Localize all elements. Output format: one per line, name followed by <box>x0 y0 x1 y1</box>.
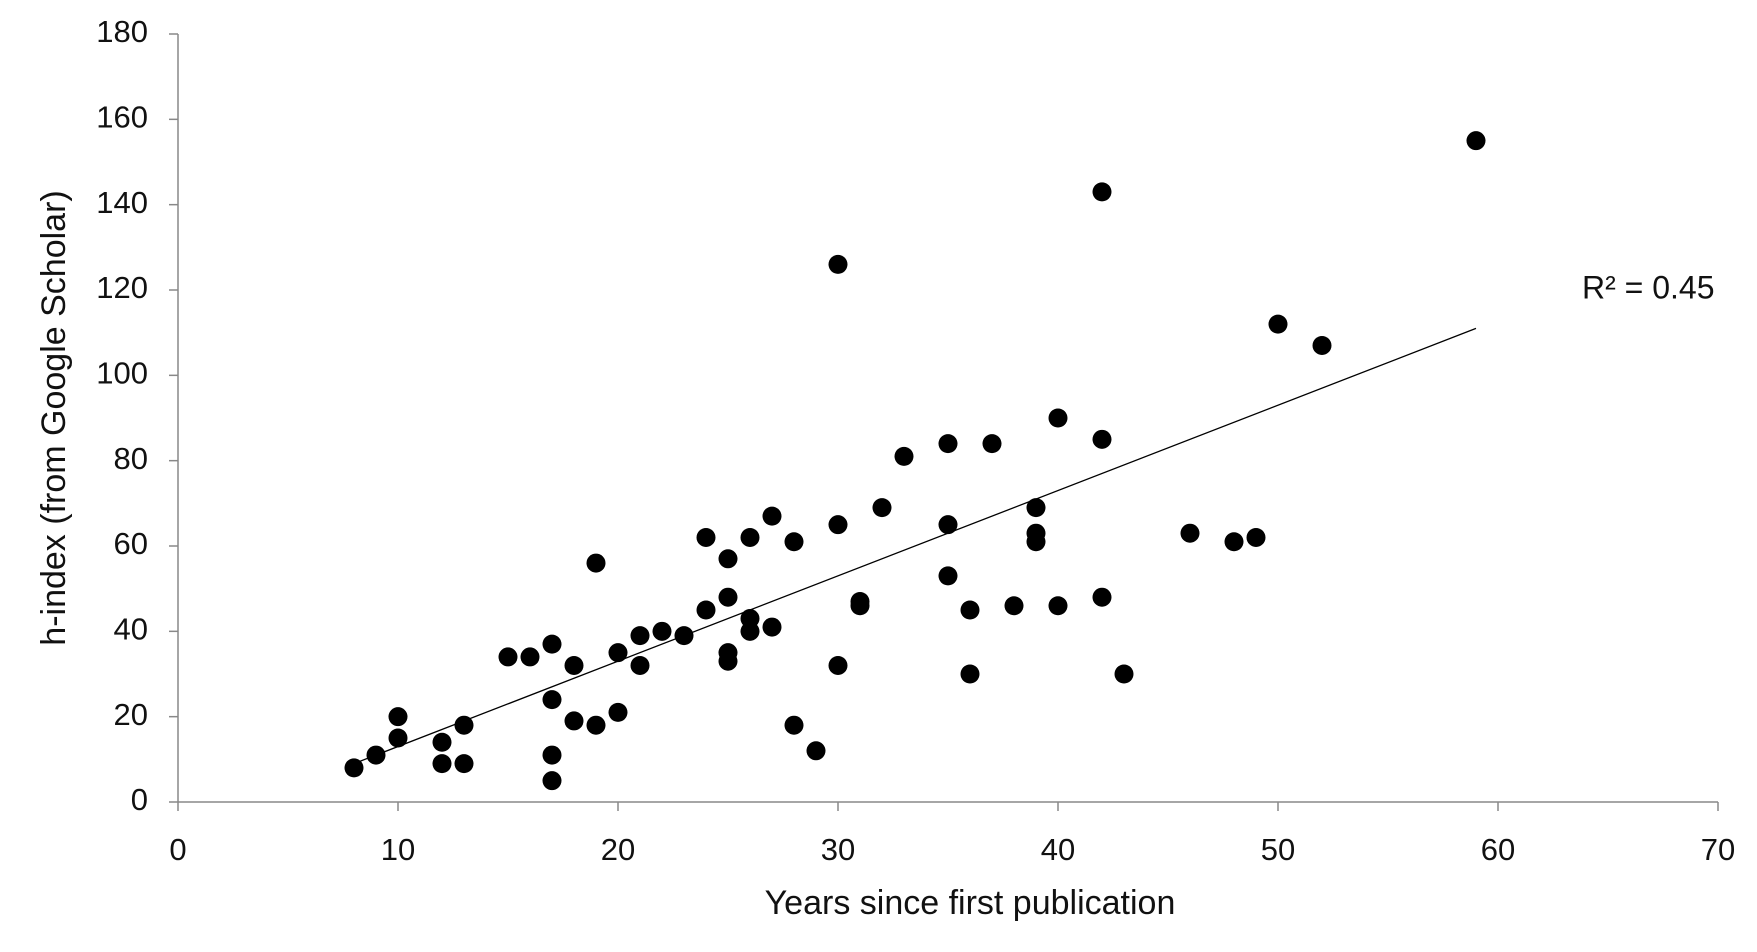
x-tick-label: 60 <box>1481 832 1515 867</box>
point <box>696 600 716 620</box>
point <box>1048 408 1068 428</box>
x-tick-label: 10 <box>381 832 415 867</box>
point <box>718 549 738 569</box>
point <box>608 702 628 722</box>
point <box>1092 587 1112 607</box>
point <box>432 754 452 774</box>
point <box>718 651 738 671</box>
point <box>960 664 980 684</box>
point <box>1224 532 1244 552</box>
point <box>784 532 804 552</box>
x-tick-label: 30 <box>821 832 855 867</box>
point <box>388 707 408 727</box>
r-squared-label: R² = 0.45 <box>1582 269 1715 305</box>
point <box>652 621 672 641</box>
point <box>542 634 562 654</box>
point <box>938 434 958 454</box>
point <box>1004 596 1024 616</box>
point <box>564 711 584 731</box>
point <box>1114 664 1134 684</box>
point <box>344 758 364 778</box>
point <box>1092 182 1112 202</box>
point <box>762 506 782 526</box>
y-tick-label: 0 <box>131 782 148 817</box>
point <box>828 254 848 274</box>
y-tick-label: 120 <box>96 270 148 305</box>
y-tick-label: 60 <box>114 526 148 561</box>
point <box>1026 498 1046 518</box>
point <box>1246 527 1266 547</box>
point <box>630 655 650 675</box>
y-tick-label: 140 <box>96 185 148 220</box>
point <box>784 715 804 735</box>
trendline <box>353 327 1477 765</box>
point <box>608 643 628 663</box>
point <box>894 446 914 466</box>
x-tick-label: 0 <box>169 832 186 867</box>
point <box>762 617 782 637</box>
point <box>542 745 562 765</box>
point <box>1180 523 1200 543</box>
x-tick-label: 50 <box>1261 832 1295 867</box>
point <box>586 715 606 735</box>
point <box>432 732 452 752</box>
point <box>1092 429 1112 449</box>
point <box>806 741 826 761</box>
point <box>542 690 562 710</box>
point <box>520 647 540 667</box>
x-tick-label: 70 <box>1701 832 1735 867</box>
point <box>454 715 474 735</box>
point <box>564 655 584 675</box>
y-tick-label: 100 <box>96 356 148 391</box>
y-tick-label: 80 <box>114 441 148 476</box>
point <box>542 771 562 791</box>
x-tick-label: 20 <box>601 832 635 867</box>
point <box>982 434 1002 454</box>
point <box>1312 335 1332 355</box>
point <box>1048 596 1068 616</box>
point <box>498 647 518 667</box>
point <box>740 621 760 641</box>
y-tick-label: 160 <box>96 100 148 135</box>
point <box>938 566 958 586</box>
point <box>630 626 650 646</box>
point <box>586 553 606 573</box>
y-tick-label: 180 <box>96 14 148 49</box>
point <box>1268 314 1288 334</box>
point <box>1466 131 1486 151</box>
y-tick-label: 20 <box>114 697 148 732</box>
point <box>740 527 760 547</box>
x-tick-label: 40 <box>1041 832 1075 867</box>
point <box>872 498 892 518</box>
point <box>388 728 408 748</box>
point <box>960 600 980 620</box>
point <box>696 527 716 547</box>
y-axis-title: h-index (from Google Scholar) <box>35 190 73 645</box>
point <box>718 587 738 607</box>
point <box>938 515 958 535</box>
point <box>828 515 848 535</box>
y-tick-label: 40 <box>114 612 148 647</box>
point <box>1026 532 1046 552</box>
point <box>454 754 474 774</box>
point <box>850 596 870 616</box>
point <box>828 655 848 675</box>
x-axis-title: Years since first publication <box>765 884 1176 922</box>
